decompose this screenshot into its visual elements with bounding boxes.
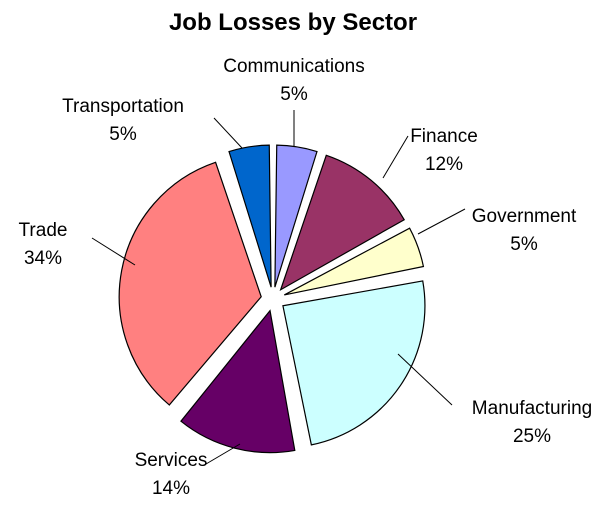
pie-slice-finance [279, 154, 405, 292]
slice-percent-transportation: 5% [109, 124, 137, 145]
slice-name-trade: Trade [19, 220, 68, 241]
pie-slice-communications [274, 144, 318, 288]
slice-name-manufacturing: Manufacturing [472, 398, 592, 419]
leader-line-government [417, 208, 466, 235]
leader-line-manufacturing [397, 353, 453, 406]
slice-name-services: Services [135, 450, 208, 471]
slice-percent-communications: 5% [280, 84, 308, 105]
slice-percent-trade: 34% [24, 248, 62, 269]
pie-slice-services [180, 309, 296, 454]
pie-slices [118, 144, 426, 454]
leader-lines [91, 110, 466, 465]
slice-name-communications: Communications [223, 56, 365, 77]
leader-line-services [205, 443, 241, 465]
chart-title: Job Losses by Sector [169, 9, 417, 36]
slice-labels: Communications 5% Finance 12% Government 5% Ma… [19, 56, 593, 499]
pie-slice-government [284, 227, 425, 296]
slice-percent-manufacturing: 25% [513, 426, 551, 447]
slice-percent-government: 5% [510, 234, 538, 255]
pie-slice-manufacturing [282, 280, 426, 446]
leader-line-transportation [213, 117, 243, 149]
slice-name-transportation: Transportation [62, 96, 184, 117]
leader-line-finance [382, 135, 409, 179]
slice-percent-finance: 12% [425, 154, 463, 175]
slice-name-government: Government [472, 206, 577, 227]
slice-name-finance: Finance [410, 126, 478, 147]
pie-slice-trade [118, 161, 262, 406]
pie-slice-transportation [228, 144, 272, 288]
slice-percent-services: 14% [152, 478, 190, 499]
leader-line-trade [91, 237, 136, 266]
